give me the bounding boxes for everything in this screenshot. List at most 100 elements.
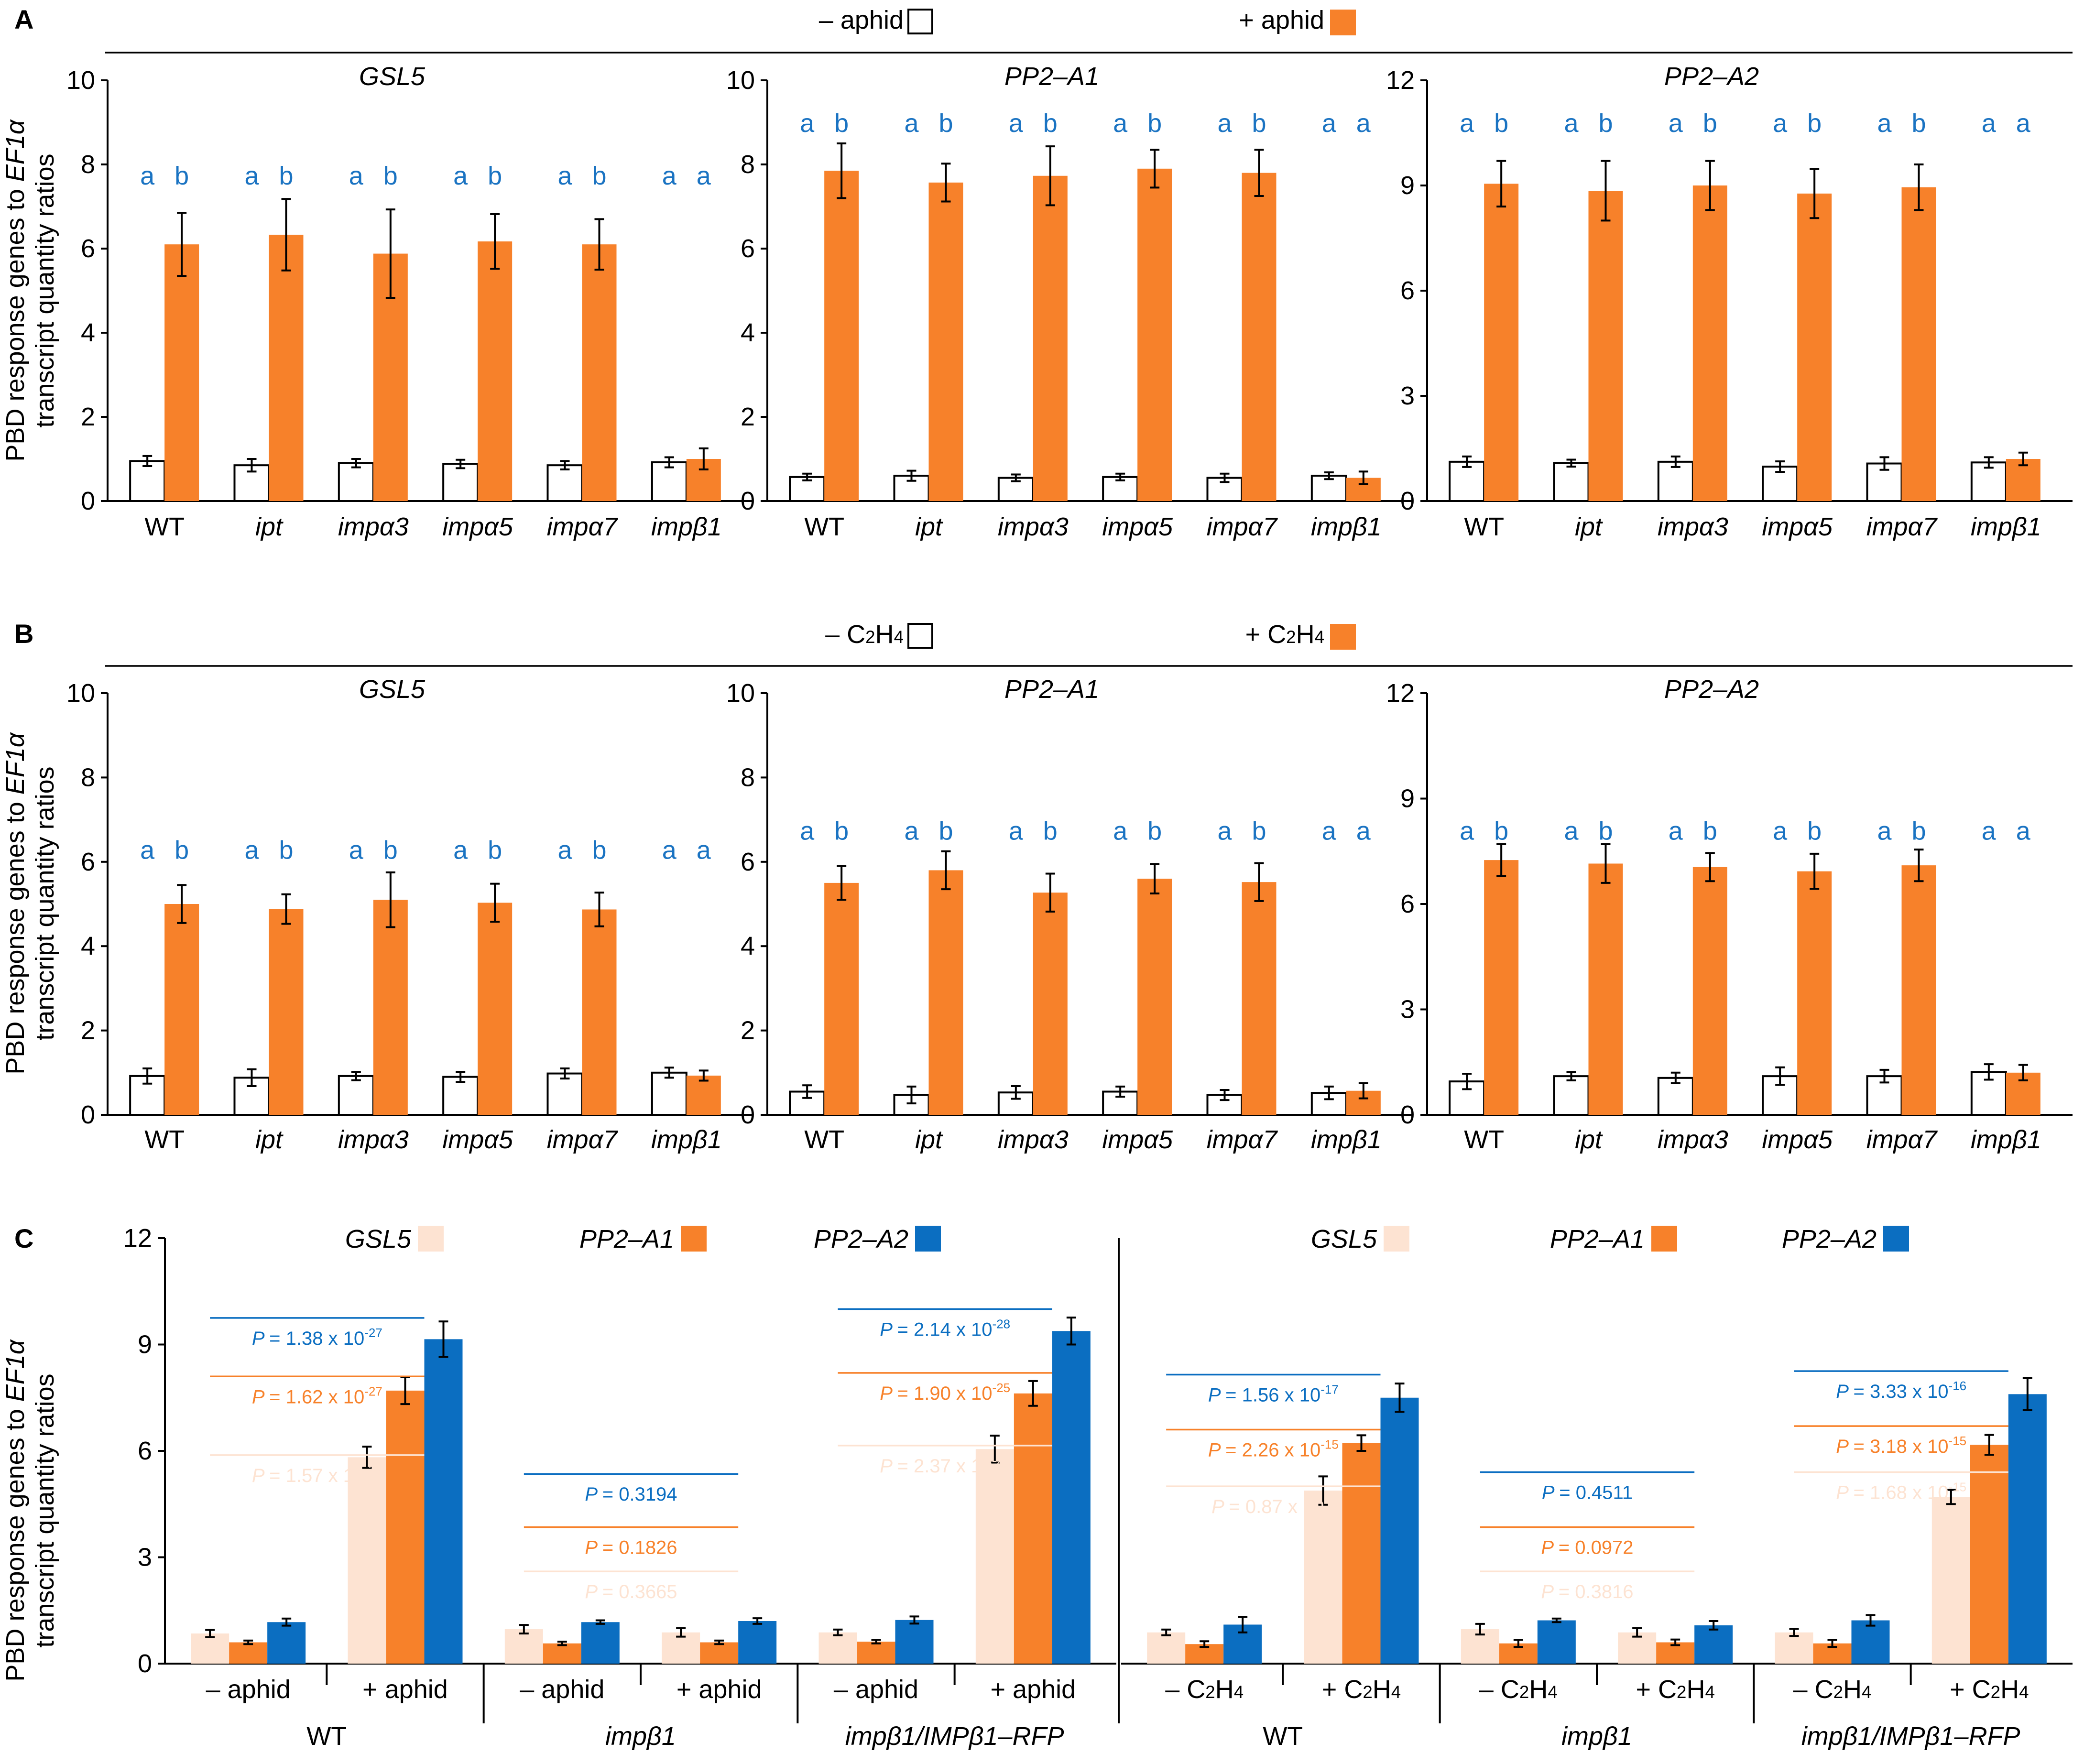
label-part: + aphid [676, 1675, 762, 1704]
bar [1797, 193, 1832, 501]
significance-letter: b [834, 817, 849, 846]
subplot-C-1: GSL5 PP2–A1 PP2–A2 – aphid + aphid – aphid + a… [165, 1225, 1116, 1751]
x-tick-label: impβ1 [651, 1125, 722, 1154]
significance-letter: a [2016, 817, 2031, 846]
pvalue-exponent: -28 [993, 1317, 1011, 1331]
x-tick-label: ipt [1575, 1125, 1603, 1154]
condition-label: – aphid [520, 1675, 604, 1704]
significance-letter: b [175, 836, 189, 864]
condition-label: – aphid [206, 1675, 291, 1704]
y-label-text: PBD response genes to [1, 182, 30, 461]
pvalue-number: = 2.37 x 10 [897, 1456, 993, 1477]
pvalue-label: P = 1.62 x 10-27 [252, 1384, 382, 1407]
y-tick-label: 10 [726, 66, 755, 95]
subscript: 2 [865, 627, 875, 647]
genotype-label: WT [1263, 1722, 1303, 1751]
significance-letter: b [1147, 817, 1162, 846]
bar [1342, 1443, 1381, 1664]
pvalue-exponent: -33 [364, 1463, 382, 1477]
x-tick-label: impα5 [1762, 1125, 1833, 1154]
subscript: 4 [1315, 627, 1324, 647]
condition-label: – aphid [834, 1675, 918, 1704]
significance-letter: b [1252, 109, 1266, 138]
label-part: – C [1165, 1675, 1205, 1704]
y-tick-label: 6 [81, 848, 95, 876]
y-tick-label: 10 [66, 66, 95, 95]
condition-label: + aphid [362, 1675, 448, 1704]
bar [424, 1339, 463, 1664]
x-tick-label: ipt [915, 512, 943, 541]
y-tick-label: 12 [1386, 66, 1415, 95]
y-tick-label: 2 [741, 1016, 755, 1045]
significance-letter: a [904, 817, 919, 846]
subplot-C-2: GSL5 PP2–A1 PP2–A2– C2H4 + C2H4– C2H4 + C2H4… [1121, 1225, 2073, 1751]
pvalue-label: P = 2.37 x 10-22 [880, 1453, 1010, 1477]
pvalue-p: P [880, 1456, 897, 1477]
legend-swatch [1384, 1226, 1409, 1252]
pvalue-number: = 0.1826 [602, 1537, 677, 1558]
subplot-title: PP2–A1 [1004, 62, 1099, 91]
pvalue-exponent: -27 [364, 1326, 382, 1340]
x-tick-label: impα5 [1102, 1125, 1173, 1154]
y-tick-label: 6 [1400, 276, 1415, 305]
subscript: 2 [1833, 1682, 1843, 1702]
pvalue-exponent: -17 [1320, 1383, 1339, 1397]
significance-letter: b [488, 162, 502, 190]
significance-letter: a [1009, 817, 1024, 846]
genotype-label: impβ1 [605, 1722, 676, 1751]
pvalue-p: P [1542, 1482, 1559, 1503]
bar [2008, 1394, 2047, 1664]
y-label-italic: EF1α [1, 731, 30, 795]
bar [546, 1072, 583, 1116]
bar [824, 882, 859, 1115]
significance-letter: a [800, 817, 815, 846]
significance-letter: b [1043, 109, 1058, 138]
pvalue-number: = 0.3665 [602, 1581, 677, 1602]
y-tick-label: 2 [81, 1016, 95, 1045]
y-tick-label: 10 [726, 679, 755, 708]
bar [1484, 184, 1519, 501]
y-tick-label: 0 [741, 487, 755, 515]
significance-letter: b [1703, 109, 1717, 138]
x-tick-label: WT [804, 512, 844, 541]
condition-label: + aphid [676, 1675, 762, 1704]
bar [700, 1642, 739, 1664]
bar [1657, 460, 1694, 502]
y-tick-label: 8 [741, 150, 755, 179]
significance-letter: a [1217, 817, 1232, 846]
x-tick-label: impα7 [1207, 1125, 1278, 1154]
legend-plus-swatch [1330, 10, 1356, 35]
y-tick-label: 12 [123, 1224, 152, 1252]
significance-letter: b [383, 836, 398, 864]
y-axis-label-line1: PBD response genes to EF1α [1, 731, 30, 1074]
significance-letter: b [938, 109, 953, 138]
pvalue-exponent: -15 [1949, 1480, 1967, 1494]
pvalue-number: = 1.56 x 10 [1225, 1385, 1320, 1406]
x-tick-label: impα5 [1102, 512, 1173, 541]
significance-letter: a [453, 836, 468, 864]
bar [164, 244, 199, 501]
x-tick-label: ipt [255, 1125, 284, 1154]
pvalue-exponent: -15 [1949, 1434, 1967, 1448]
genotype-label: WT [306, 1722, 347, 1751]
x-tick-label: ipt [915, 1125, 943, 1154]
legend-swatch [681, 1226, 707, 1252]
x-tick-label: impβ1 [1311, 1125, 1382, 1154]
label-part: + C [1636, 1675, 1677, 1704]
significance-letter: a [140, 162, 155, 190]
bar [824, 171, 859, 501]
x-tick-label: impα3 [338, 1125, 409, 1154]
subscript: 4 [894, 627, 904, 647]
pvalue-number: = 0.3816 [1559, 1581, 1634, 1602]
legend-label: PP2–A1 [1550, 1225, 1645, 1253]
y-tick-label: 6 [138, 1437, 152, 1465]
bar [1851, 1620, 1890, 1664]
pvalue-label: P = 1.57 x 10-33 [252, 1463, 382, 1486]
condition-label: – C2H4 [1793, 1675, 1872, 1704]
bar [1380, 1397, 1419, 1664]
label-part: H [2000, 1675, 2019, 1704]
significance-letter: b [1911, 817, 1926, 846]
x-tick-label: ipt [255, 512, 284, 541]
